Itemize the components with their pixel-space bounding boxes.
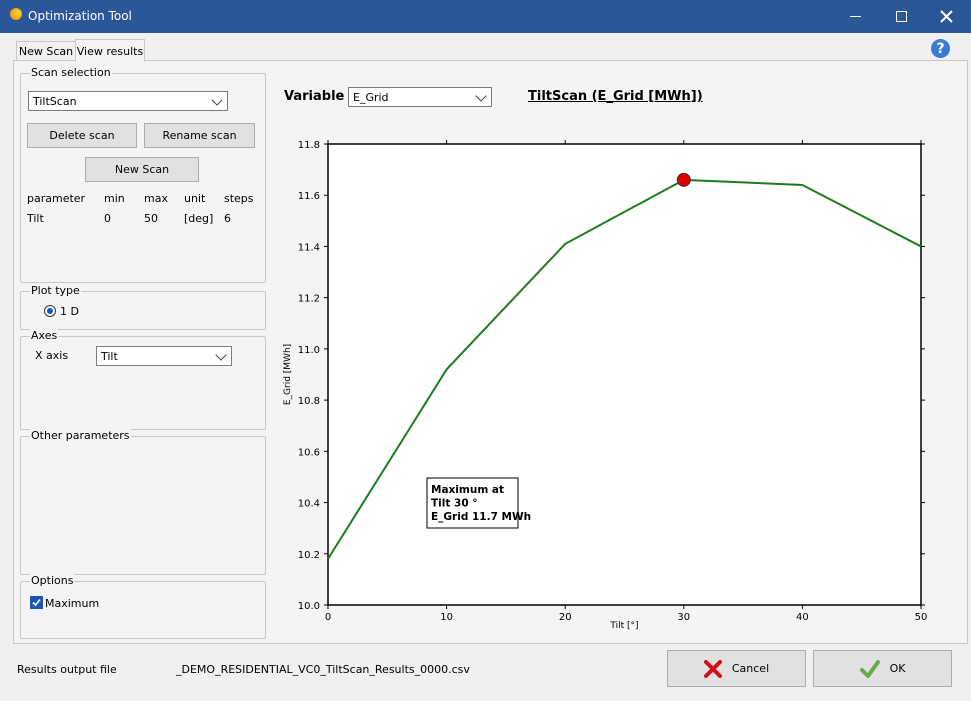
group-label: Other parameters (30, 429, 131, 442)
ok-button[interactable]: OK (813, 650, 952, 687)
y-axis-title: E_Grid [MWh] (283, 344, 293, 405)
chart: 10.0 10.2 10.4 10.6 10.8 11.0 11.2 11.4 11.6 11.8… (283, 140, 928, 631)
group-label: Options (30, 574, 75, 587)
minimize-button[interactable] (850, 16, 861, 17)
y-tick-label: 11.0 (298, 345, 320, 356)
cancel-button[interactable]: Cancel (667, 650, 806, 687)
group-label: Plot type (30, 284, 81, 297)
y-tick-label: 11.8 (298, 140, 320, 151)
output-label: Results output file (17, 663, 117, 676)
output-file: _DEMO_RESIDENTIAL_VC0_TiltScan_Results_0… (176, 663, 470, 676)
title-bar: Optimization Tool (0, 0, 971, 33)
x-tick-label: 40 (796, 612, 809, 623)
app-icon (10, 8, 22, 20)
table-cell: [deg] (184, 212, 214, 225)
axes-group: Axes (20, 329, 266, 430)
rename-scan-button[interactable]: Rename scan (144, 123, 255, 148)
checkbox[interactable] (30, 596, 43, 609)
plot-type-group: Plot type (20, 284, 266, 330)
y-tick-label: 11.4 (298, 242, 320, 253)
annotation-text: E_Grid 11.7 MWh (431, 511, 531, 523)
group-label: Axes (30, 329, 59, 342)
chart-title[interactable]: TiltScan (E_Grid [MWh]) (528, 89, 703, 104)
x-tick-label: 30 (677, 612, 690, 623)
x-tick-label: 50 (915, 612, 928, 623)
window-title: Optimization Tool (28, 9, 132, 23)
table-header: steps (224, 192, 254, 205)
help-icon[interactable]: ? (931, 39, 950, 58)
x-tick-label: 20 (559, 612, 572, 623)
x-tick-label: 0 (325, 612, 331, 623)
maximize-button[interactable] (896, 11, 907, 22)
tab[interactable]: New Scan (16, 41, 76, 61)
table-cell: 0 (104, 212, 111, 225)
y-tick-label: 11.2 (298, 294, 320, 305)
delete-scan-button[interactable]: Delete scan (27, 123, 137, 148)
table-header: unit (184, 192, 206, 205)
y-tick-label: 10.6 (298, 447, 320, 458)
table-header: min (104, 192, 125, 205)
close-button[interactable] (940, 10, 953, 23)
y-tick-label: 10.2 (298, 550, 320, 561)
table-header: parameter (27, 192, 86, 205)
x-axis-label: X axis (35, 349, 69, 362)
plot-area (327, 143, 922, 606)
button-label: Cancel (731, 662, 770, 675)
maximum-marker (676, 172, 691, 187)
x-axis-dropdown[interactable]: Tilt (96, 346, 232, 366)
button-label: OK (889, 662, 906, 675)
table-cell: Tilt (27, 212, 44, 225)
table-cell: 50 (144, 212, 158, 225)
ok-icon (859, 659, 880, 678)
table-cell: 6 (224, 212, 231, 225)
y-tick-label: 10.0 (298, 601, 320, 612)
other-parameters-group: Other parameters (20, 429, 266, 575)
annotation-text: Maximum at (431, 484, 504, 496)
annotation-frame (426, 477, 519, 529)
x-axis-title: Tilt [°] (609, 621, 638, 631)
radio-button[interactable] (44, 305, 56, 317)
table-header: max (144, 192, 168, 205)
x-tick-label: 10 (440, 612, 453, 623)
y-tick-label: 11.6 (298, 191, 320, 202)
scan-dropdown[interactable]: TiltScan (28, 91, 228, 111)
variable-label: Variable (284, 89, 345, 104)
variable-dropdown[interactable]: E_Grid (348, 87, 492, 107)
y-tick-label: 10.4 (298, 499, 320, 510)
y-tick-label: 10.8 (298, 396, 320, 407)
annotation-text: Tilt 30 ° (431, 498, 478, 510)
series-line (327, 178, 922, 560)
cancel-icon (703, 659, 722, 678)
group-label: Scan selection (30, 66, 112, 79)
tab-active[interactable]: View results (75, 39, 145, 62)
options-group: Options (20, 574, 266, 639)
scan-selection-group: Scan selection (20, 66, 266, 283)
radio-label: 1 D (60, 305, 79, 318)
annotation-box: Maximum at Tilt 30 °E_Grid 11.7 MWh (426, 477, 531, 529)
new-scan-button[interactable]: New Scan (85, 157, 199, 182)
checkbox-label: Maximum (45, 597, 100, 610)
